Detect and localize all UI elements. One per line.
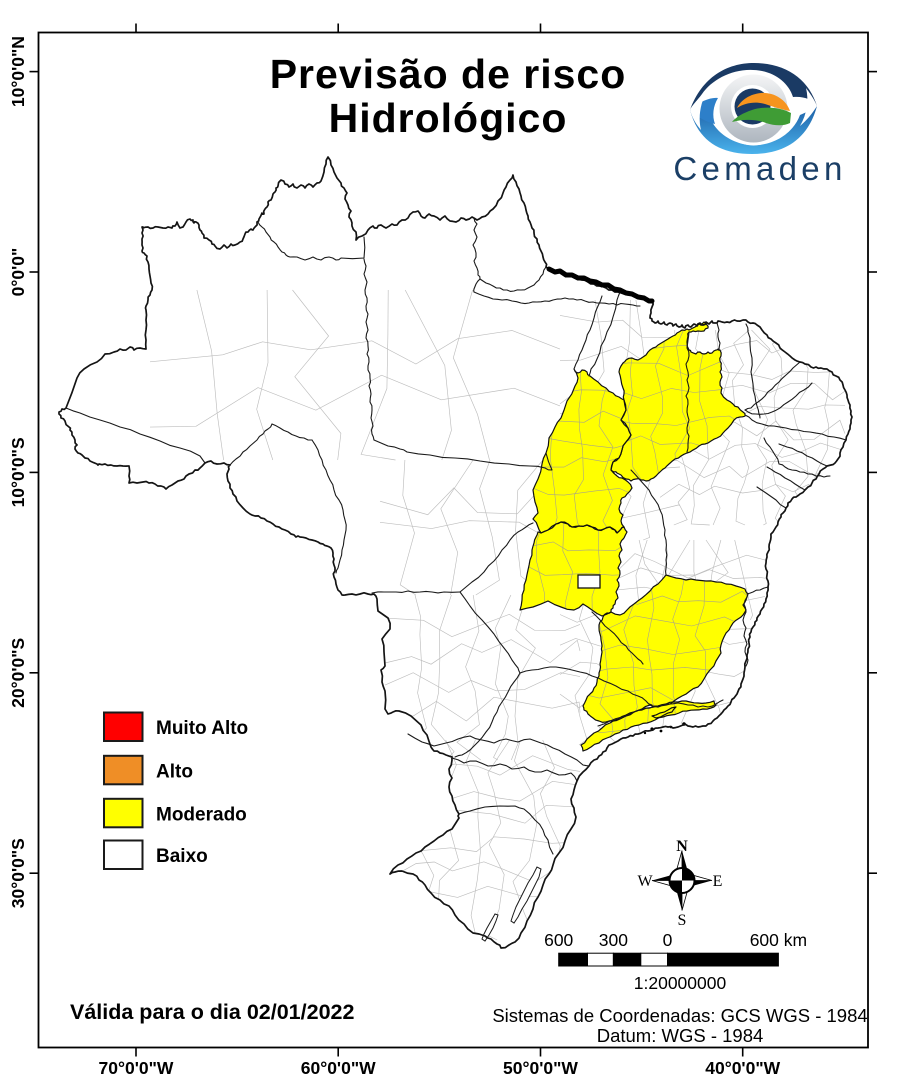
svg-text:S: S — [678, 912, 687, 929]
svg-text:W: W — [637, 873, 653, 890]
svg-text:N: N — [676, 838, 688, 855]
svg-text:Datum: WGS - 1984: Datum: WGS - 1984 — [597, 1025, 764, 1046]
svg-text:70°0'0"W: 70°0'0"W — [99, 1058, 174, 1078]
svg-text:Cemaden: Cemaden — [673, 150, 846, 187]
svg-text:10°0'0"N: 10°0'0"N — [8, 36, 28, 107]
svg-text:600: 600 — [544, 930, 573, 950]
svg-text:1:20000000: 1:20000000 — [634, 973, 727, 993]
svg-text:Baixo: Baixo — [156, 846, 208, 867]
svg-text:50°0'0"W: 50°0'0"W — [503, 1058, 578, 1078]
svg-text:Hidrológico: Hidrológico — [329, 95, 568, 141]
svg-text:Alto: Alto — [156, 761, 193, 782]
svg-text:600 km: 600 km — [750, 930, 807, 950]
svg-text:Moderado: Moderado — [156, 804, 247, 825]
svg-text:Sistemas de Coordenadas: GCS W: Sistemas de Coordenadas: GCS WGS - 1984 — [492, 1005, 867, 1026]
svg-text:E: E — [713, 873, 723, 890]
svg-text:Previsão de risco: Previsão de risco — [270, 51, 627, 97]
svg-text:30°0'0"S: 30°0'0"S — [8, 838, 28, 908]
svg-text:0: 0 — [663, 930, 673, 950]
svg-text:0°0'0": 0°0'0" — [8, 248, 28, 297]
svg-text:40°0'0"W: 40°0'0"W — [705, 1058, 780, 1078]
svg-text:Válida para o dia 02/01/2022: Válida para o dia 02/01/2022 — [70, 1000, 354, 1024]
svg-text:20°0'0"S: 20°0'0"S — [8, 638, 28, 708]
svg-text:300: 300 — [599, 930, 628, 950]
svg-text:10°0'0"S: 10°0'0"S — [8, 437, 28, 507]
svg-text:60°0'0"W: 60°0'0"W — [301, 1058, 376, 1078]
svg-text:Muito Alto: Muito Alto — [156, 718, 248, 739]
